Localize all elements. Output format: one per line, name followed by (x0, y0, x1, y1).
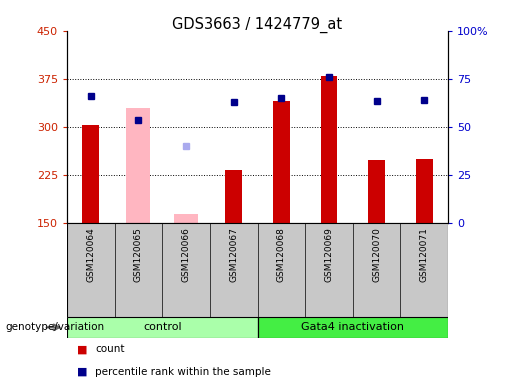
Bar (273, 101, 289, 223)
Text: GDS3663 / 1424779_at: GDS3663 / 1424779_at (173, 17, 342, 33)
Text: count: count (95, 344, 125, 354)
Bar (67, 317, 258, 338)
Bar (174, 214, 198, 223)
Bar (368, 160, 385, 223)
Text: GSM120065: GSM120065 (134, 227, 143, 282)
Bar (321, 76, 337, 223)
Bar (416, 159, 433, 223)
Text: Gata4 inactivation: Gata4 inactivation (301, 322, 404, 333)
Text: control: control (143, 322, 182, 333)
Bar (258, 317, 448, 338)
Text: GSM120066: GSM120066 (182, 227, 191, 282)
Text: GSM120071: GSM120071 (420, 227, 428, 282)
Text: GSM120070: GSM120070 (372, 227, 381, 282)
Text: ■: ■ (77, 344, 88, 354)
Text: GSM120064: GSM120064 (87, 227, 95, 282)
Bar (127, 108, 150, 223)
Text: GSM120069: GSM120069 (324, 227, 333, 282)
Text: percentile rank within the sample: percentile rank within the sample (95, 367, 271, 377)
Bar (226, 170, 242, 223)
Text: genotype/variation: genotype/variation (5, 322, 104, 333)
Text: GSM120067: GSM120067 (229, 227, 238, 282)
Text: GSM120068: GSM120068 (277, 227, 286, 282)
Bar (82, 126, 99, 223)
Text: ■: ■ (77, 367, 88, 377)
